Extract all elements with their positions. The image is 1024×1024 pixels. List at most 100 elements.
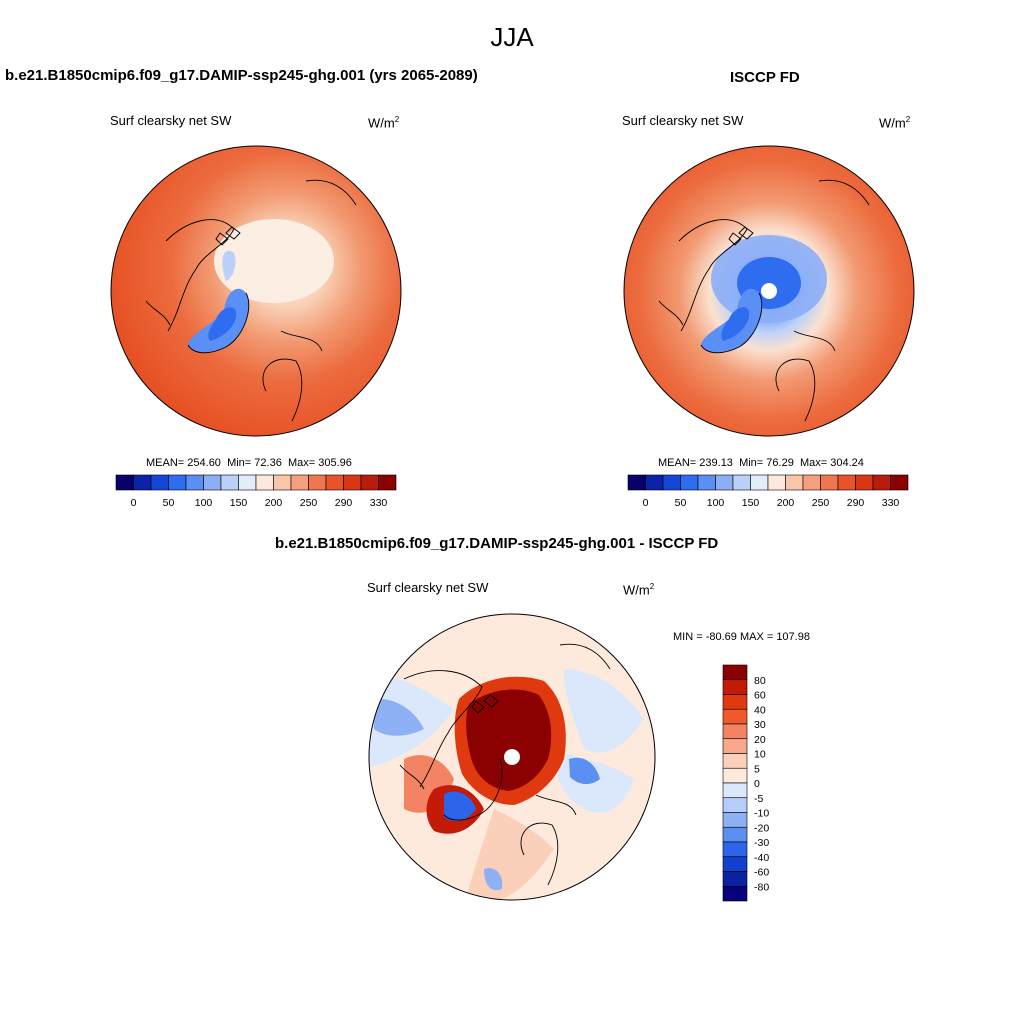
model-polar-map bbox=[110, 145, 402, 437]
diff-colorbar-label: -20 bbox=[754, 822, 769, 834]
diff-colorbar-label: 20 bbox=[754, 734, 766, 746]
obs-colorbar: 0 50 100 150 200 250 290 330 bbox=[627, 474, 909, 509]
obs-polar-map bbox=[623, 145, 915, 437]
diff-colorbar-label: 60 bbox=[754, 690, 766, 702]
model-colorbar: 0 50 100 150 200 250 290 330 bbox=[115, 474, 397, 509]
diff-colorbar-box bbox=[722, 782, 748, 799]
pole-hole bbox=[761, 283, 777, 299]
obs-colorbar-label: 330 bbox=[882, 497, 900, 509]
diff-colorbar-box bbox=[722, 723, 748, 740]
diff-colorbar-label: -80 bbox=[754, 881, 769, 893]
model-colorbar-label: 250 bbox=[300, 497, 318, 509]
panel-obs-variable: Surf clearsky net SW bbox=[622, 113, 744, 128]
model-colorbar-label: 290 bbox=[335, 497, 353, 509]
model-colorbar-box bbox=[168, 474, 187, 491]
obs-colorbar-label: 0 bbox=[643, 497, 649, 509]
obs-colorbar-box bbox=[732, 474, 751, 491]
obs-colorbar-label: 50 bbox=[675, 497, 687, 509]
diff-colorbar-box bbox=[722, 679, 748, 695]
panel-model-variable: Surf clearsky net SW bbox=[110, 113, 232, 128]
model-colorbar-label: 150 bbox=[230, 497, 248, 509]
model-colorbar-box bbox=[290, 474, 309, 491]
model-colorbar-box bbox=[343, 474, 362, 491]
diff-colorbar-box bbox=[722, 856, 748, 872]
model-colorbar-box bbox=[255, 474, 274, 491]
model-colorbar-box bbox=[203, 474, 222, 491]
model-colorbar-box bbox=[150, 474, 169, 491]
model-colorbar-box bbox=[115, 474, 134, 491]
diff-colorbar-label: -40 bbox=[754, 852, 769, 864]
model-colorbar-box bbox=[185, 474, 204, 491]
model-colorbar-label: 200 bbox=[265, 497, 283, 509]
obs-colorbar-box bbox=[715, 474, 734, 491]
obs-colorbar-box bbox=[767, 474, 786, 491]
diff-colorbar-box bbox=[722, 826, 748, 843]
model-colorbar-box bbox=[308, 474, 327, 491]
figure-title: JJA bbox=[490, 22, 534, 52]
diff-colorbar-label: -10 bbox=[754, 808, 769, 820]
diff-colorbar-box bbox=[722, 753, 748, 769]
model-colorbar-box bbox=[220, 474, 239, 491]
diff-colorbar-box bbox=[722, 708, 748, 725]
model-colorbar-box bbox=[325, 474, 344, 491]
panel-diff-variable: Surf clearsky net SW bbox=[367, 580, 489, 595]
obs-colorbar-label: 290 bbox=[847, 497, 865, 509]
model-colorbar-label: 0 bbox=[131, 497, 137, 509]
obs-colorbar-box bbox=[802, 474, 821, 491]
model-colorbar-label: 50 bbox=[163, 497, 175, 509]
obs-colorbar-box bbox=[662, 474, 681, 491]
obs-colorbar-label: 200 bbox=[777, 497, 795, 509]
coastlines bbox=[658, 179, 870, 422]
panel-diff-title: b.e21.B1850cmip6.f09_g17.DAMIP-ssp245-gh… bbox=[275, 535, 719, 552]
diff-colorbar-label: 0 bbox=[754, 778, 760, 790]
panel-diff-stats: MIN = -80.69 MAX = 107.98 bbox=[673, 631, 810, 643]
panel-diff-units: W/m2 bbox=[623, 582, 655, 598]
panel-obs-units: W/m2 bbox=[879, 115, 911, 131]
obs-colorbar-label: 100 bbox=[707, 497, 725, 509]
obs-colorbar-box bbox=[855, 474, 874, 491]
diff-polar-map bbox=[368, 613, 656, 901]
diff-colorbar-box bbox=[722, 841, 748, 858]
obs-colorbar-box bbox=[697, 474, 716, 491]
panel-obs-title: ISCCP FD bbox=[730, 69, 800, 86]
diff-colorbar-label: 5 bbox=[754, 763, 760, 775]
diff-colorbar-label: -30 bbox=[754, 837, 769, 849]
diff-colorbar-label: -60 bbox=[754, 867, 769, 879]
obs-colorbar-box bbox=[680, 474, 699, 491]
diff-colorbar-label: 40 bbox=[754, 704, 766, 716]
coastlines bbox=[399, 643, 611, 886]
diff-colorbar-box bbox=[722, 812, 748, 828]
obs-colorbar-box bbox=[890, 474, 909, 491]
panel-obs-stats: MEAN= 239.13 Min= 76.29 Max= 304.24 bbox=[658, 457, 864, 469]
panel-model-units: W/m2 bbox=[368, 115, 400, 131]
high-arctic-ice bbox=[214, 219, 334, 303]
obs-colorbar-box bbox=[837, 474, 856, 491]
model-colorbar-box bbox=[378, 474, 397, 491]
diff-colorbar-label: 80 bbox=[754, 675, 766, 687]
obs-colorbar-box bbox=[872, 474, 891, 491]
diff-colorbar-box bbox=[722, 664, 748, 681]
diff-colorbar-label: 30 bbox=[754, 719, 766, 731]
model-colorbar-box bbox=[238, 474, 257, 491]
coastlines bbox=[145, 179, 357, 422]
obs-colorbar-box bbox=[750, 474, 769, 491]
diff-colorbar-box bbox=[722, 767, 748, 784]
pole-hole bbox=[504, 749, 520, 765]
obs-colorbar-box bbox=[645, 474, 664, 491]
model-colorbar-box bbox=[273, 474, 292, 491]
diff-colorbar-box bbox=[722, 885, 748, 902]
obs-colorbar-label: 250 bbox=[812, 497, 830, 509]
obs-colorbar-box bbox=[627, 474, 646, 491]
diff-colorbar: 80 60 40 30 20 10 5 0 -5 -10 -20 -30 -40 -60 -80 bbox=[722, 664, 769, 902]
diff-colorbar-box bbox=[722, 738, 748, 754]
diff-colorbar-box bbox=[722, 871, 748, 887]
model-colorbar-box bbox=[133, 474, 152, 491]
obs-colorbar-box bbox=[820, 474, 839, 491]
panel-model-title: b.e21.B1850cmip6.f09_g17.DAMIP-ssp245-gh… bbox=[5, 67, 478, 84]
obs-colorbar-box bbox=[785, 474, 804, 491]
model-colorbar-label: 100 bbox=[195, 497, 213, 509]
model-colorbar-box bbox=[360, 474, 379, 491]
diff-colorbar-label: 10 bbox=[754, 749, 766, 761]
diff-colorbar-box bbox=[722, 694, 748, 710]
obs-colorbar-label: 150 bbox=[742, 497, 760, 509]
